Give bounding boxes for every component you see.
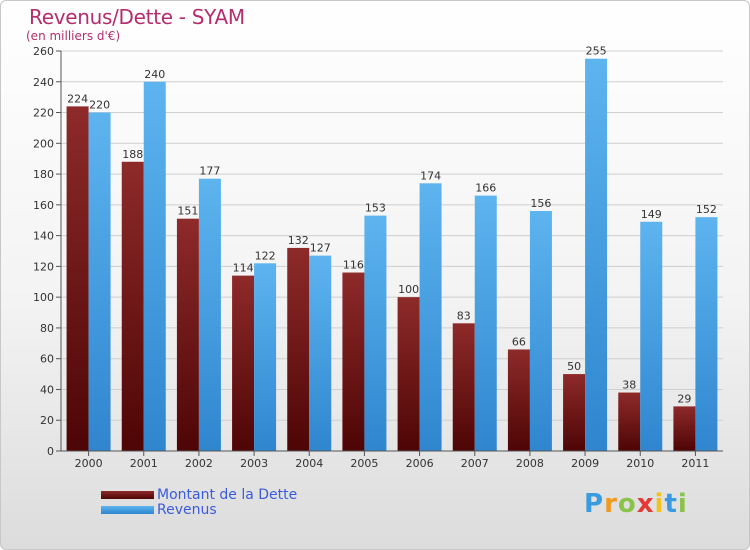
bar-revenue-2003 [254,263,277,451]
data-label-revenue-2011: 152 [696,203,717,216]
bar-debt-2003 [232,275,255,451]
data-label-debt-2001: 188 [122,148,143,161]
y-tick-label: 240 [33,76,54,89]
y-tick-label: 260 [33,45,54,58]
data-label-revenue-2005: 153 [365,202,386,215]
bar-revenue-2001 [143,81,166,452]
x-tick-label-2000: 2000 [75,457,103,470]
x-tick-label-2006: 2006 [406,457,434,470]
legend-swatch-revenue [101,505,154,514]
x-tick-label-2005: 2005 [350,457,378,470]
bar-debt-2006 [397,297,420,451]
data-label-revenue-2000: 220 [89,99,110,112]
data-label-debt-2000: 224 [67,92,88,105]
data-label-revenue-2007: 166 [475,182,496,195]
data-label-revenue-2009: 255 [586,45,607,58]
chart-legend: Montant de la Dette Revenus [101,486,298,518]
bar-debt-2010 [618,392,641,451]
x-tick-label-2011: 2011 [681,457,709,470]
data-label-revenue-2008: 156 [530,197,551,210]
bar-revenue-2000 [88,112,111,452]
bar-revenue-2008 [529,211,552,451]
y-tick-label: 120 [33,260,54,273]
bar-debt-2007 [452,323,475,451]
x-tick-label-2004: 2004 [295,457,323,470]
y-tick-label: 0 [47,445,54,458]
y-tick-label: 60 [40,353,54,366]
data-label-debt-2007: 83 [457,309,471,322]
data-label-revenue-2003: 122 [255,249,276,262]
bar-debt-2011 [673,406,696,451]
data-label-revenue-2002: 177 [199,165,220,178]
bar-revenue-2004 [309,255,332,451]
bar-revenue-2006 [419,183,442,452]
bar-debt-2004 [287,247,310,451]
bar-revenue-2011 [695,217,718,451]
y-tick-label: 80 [40,322,54,335]
data-label-revenue-2010: 149 [641,208,662,221]
y-tick-label: 160 [33,199,54,212]
bar-debt-2002 [176,218,199,451]
bar-revenue-2009 [585,58,608,451]
bar-revenue-2005 [364,215,387,451]
data-label-debt-2010: 38 [622,379,636,392]
bar-debt-2008 [507,349,530,451]
x-tick-label-2009: 2009 [571,457,599,470]
bar-revenue-2007 [474,195,497,451]
data-label-debt-2002: 151 [177,205,198,218]
x-tick-label-2002: 2002 [185,457,213,470]
x-tick-label-2007: 2007 [461,457,489,470]
x-tick-label-2001: 2001 [130,457,158,470]
y-tick-label: 40 [40,383,54,396]
chart-subtitle: (en milliers d'€) [26,29,121,43]
y-tick-label: 20 [40,414,54,427]
proxiti-logo: Proxiti [584,489,688,519]
data-label-revenue-2006: 174 [420,169,441,182]
data-label-debt-2006: 100 [398,283,419,296]
bar-debt-2005 [342,272,365,451]
legend-item-revenue: Revenus [101,501,297,518]
chart-title: Revenus/Dette - SYAM [29,5,245,29]
data-label-debt-2009: 50 [567,360,581,373]
legend-label-revenue: Revenus [157,501,217,518]
y-tick-label: 220 [33,107,54,120]
legend-label-debt: Montant de la Dette [157,486,298,503]
bar-revenue-2002 [198,178,221,451]
y-tick-label: 100 [33,291,54,304]
bar-debt-2001 [121,161,144,451]
y-tick-label: 140 [33,230,54,243]
data-label-revenue-2001: 240 [144,68,165,81]
data-label-revenue-2004: 127 [310,242,331,255]
legend-item-debt: Montant de la Dette [101,486,298,503]
x-tick-label-2008: 2008 [516,457,544,470]
bar-debt-2000 [66,106,89,451]
bar-debt-2009 [563,374,586,451]
legend-swatch-debt [101,490,154,499]
bar-revenue-2010 [640,221,663,451]
data-label-debt-2004: 132 [288,234,309,247]
data-label-debt-2008: 66 [512,335,526,348]
x-tick-label-2003: 2003 [240,457,268,470]
data-label-debt-2003: 114 [233,262,254,275]
x-tick-label-2010: 2010 [626,457,654,470]
data-label-debt-2011: 29 [677,392,691,405]
y-tick-label: 200 [33,137,54,150]
y-tick-label: 180 [33,168,54,181]
data-label-debt-2005: 116 [343,259,364,272]
